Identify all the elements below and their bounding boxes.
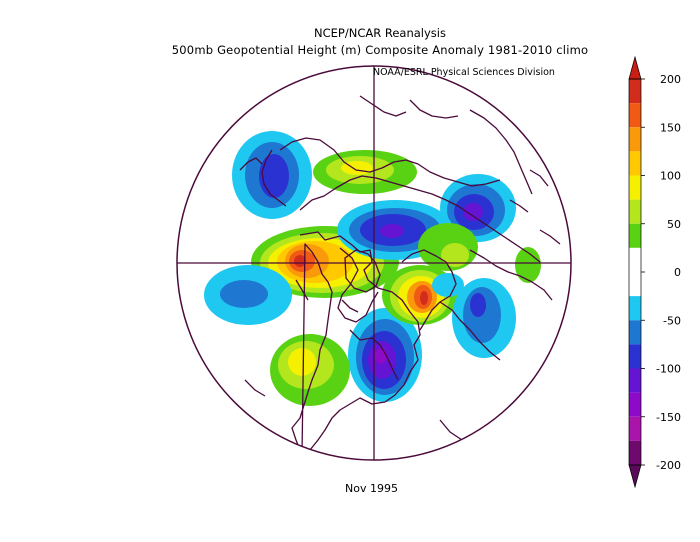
colorbar-label-6: -100 (656, 363, 681, 376)
colorbar-over-arrow (628, 55, 642, 80)
colorbar-bin-0 (629, 79, 641, 104)
anomaly-pacific-sw-low (204, 265, 292, 325)
colorbar-bin-10 (629, 344, 641, 369)
anomaly-hudson-low (348, 308, 422, 402)
colorbar-label-3: 50 (667, 218, 681, 231)
colorbar-label-1: 150 (660, 121, 681, 134)
anomaly-atlantic-low (452, 278, 516, 358)
credit-label: NOAA/ESRL Physical Sciences Division (373, 67, 555, 78)
colorbar-bin-12 (629, 392, 641, 417)
colorbar-label-2: 100 (660, 170, 681, 183)
colorbar-bin-14 (629, 440, 641, 465)
anomaly-med-high (515, 247, 541, 283)
coastlines (239, 95, 561, 456)
colorbar-bin-5 (629, 199, 641, 224)
colorbar-bin-3 (629, 151, 641, 176)
colorbar-under-arrow (628, 464, 642, 489)
colorbar-bin-2 (629, 127, 641, 152)
colorbar-bin-8 (629, 296, 641, 321)
anomaly-eurasia-low (432, 273, 464, 297)
colorbar-bin-6 (629, 223, 641, 248)
colorbar-label-4: 0 (674, 266, 681, 279)
anomaly-asia-high (418, 223, 478, 271)
colorbar-bin-7 (629, 247, 641, 297)
colorbar-bin-1 (629, 103, 641, 128)
colorbar-bin-4 (629, 175, 641, 200)
period-label: Nov 1995 (345, 482, 398, 495)
anomaly-arctic-low (337, 200, 453, 260)
colorbar-label-5: -50 (663, 314, 681, 327)
map-boundary (176, 65, 572, 461)
anomaly-npacific-low (232, 131, 312, 219)
colorbar-bin-9 (629, 320, 641, 345)
map-title: NCEP/NCAR Reanalysis (314, 26, 446, 40)
map-subtitle: 500mb Geopotential Height (m) Composite … (171, 43, 589, 57)
colorbar-bin-13 (629, 416, 641, 441)
colorbar-label-0: 200 (660, 73, 681, 86)
anomaly-pacific-high (270, 334, 350, 406)
colorbar-bin-11 (629, 368, 641, 393)
colorbar-label-8: -200 (656, 459, 681, 472)
colorbar-label-7: -150 (656, 411, 681, 424)
